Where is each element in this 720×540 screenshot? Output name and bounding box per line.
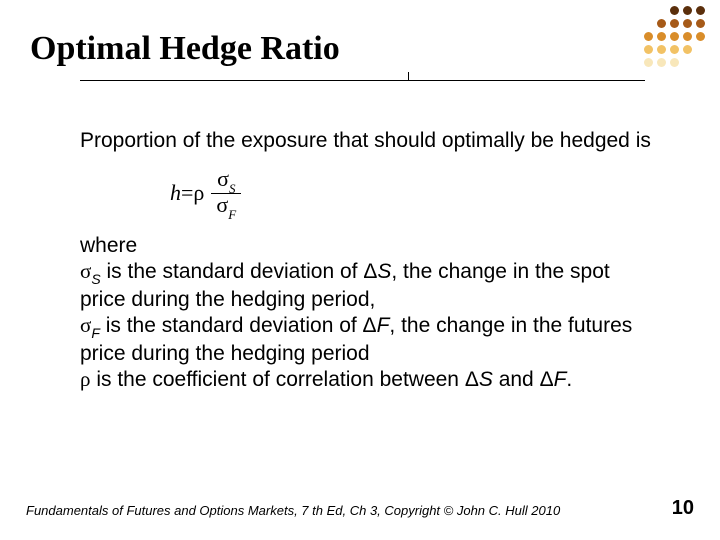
rho-mid: and Δ <box>493 368 554 391</box>
slide-body: Proportion of the exposure that should o… <box>80 128 660 392</box>
equation: h = ρ σS σF <box>170 168 660 220</box>
ornament-dot <box>683 32 692 41</box>
sigma-f-sub: F <box>91 325 100 341</box>
delta-f: F <box>377 314 390 337</box>
eq-sub-f: F <box>228 207 236 222</box>
eq-sub-s: S <box>229 181 236 196</box>
eq-h: h <box>170 180 181 207</box>
sigma-f-line: σF is the standard deviation of ΔF, the … <box>80 313 660 367</box>
title-underline <box>80 80 645 81</box>
ornament-dot <box>696 19 705 28</box>
ornament-dot <box>670 45 679 54</box>
sigma-s-text: is the standard deviation of Δ <box>101 260 378 283</box>
intro-text: Proportion of the exposure that should o… <box>80 128 660 154</box>
ornament-dot <box>657 45 666 54</box>
ornament-dot <box>683 6 692 15</box>
eq-equals: = <box>181 180 193 207</box>
ornament-dot <box>683 45 692 54</box>
eq-fraction: σS σF <box>210 168 242 220</box>
ornament-dot <box>644 45 653 54</box>
ornament-dot <box>696 6 705 15</box>
slide-title: Optimal Hedge Ratio <box>30 30 340 68</box>
footer-citation: Fundamentals of Futures and Options Mark… <box>26 503 560 518</box>
ornament-dot <box>696 32 705 41</box>
corner-dots-ornament <box>644 6 706 68</box>
sigma-s-sub: S <box>91 271 100 287</box>
rho-symbol: ρ <box>80 367 90 391</box>
ornament-dot <box>657 58 666 67</box>
sigma-f-text: is the standard deviation of Δ <box>100 314 377 337</box>
ornament-dot <box>670 19 679 28</box>
eq-sigma-bot: σ <box>216 192 228 217</box>
title-tick <box>408 72 409 80</box>
ornament-dot <box>644 32 653 41</box>
sigma-symbol: σ <box>80 313 91 337</box>
sigma-s-line: σS is the standard deviation of ΔS, the … <box>80 259 660 313</box>
where-label: where <box>80 233 660 259</box>
ornament-dot <box>670 6 679 15</box>
ornament-dot <box>644 58 653 67</box>
ornament-dot <box>670 32 679 41</box>
delta-s-2: S <box>479 368 493 391</box>
rho-text: is the coefficient of correlation betwee… <box>90 368 478 391</box>
rho-end: . <box>566 368 572 391</box>
ornament-dot <box>657 32 666 41</box>
eq-rho: ρ <box>193 180 204 207</box>
delta-f-2: F <box>554 368 567 391</box>
rho-line: ρ is the coefficient of correlation betw… <box>80 367 660 393</box>
ornament-dot <box>670 58 679 67</box>
ornament-dot <box>683 19 692 28</box>
ornament-dot <box>657 19 666 28</box>
sigma-symbol: σ <box>80 259 91 283</box>
eq-sigma-top: σ <box>217 166 229 191</box>
slide: Optimal Hedge Ratio Proportion of the ex… <box>0 0 720 540</box>
delta-s: S <box>377 260 391 283</box>
page-number: 10 <box>672 497 694 520</box>
